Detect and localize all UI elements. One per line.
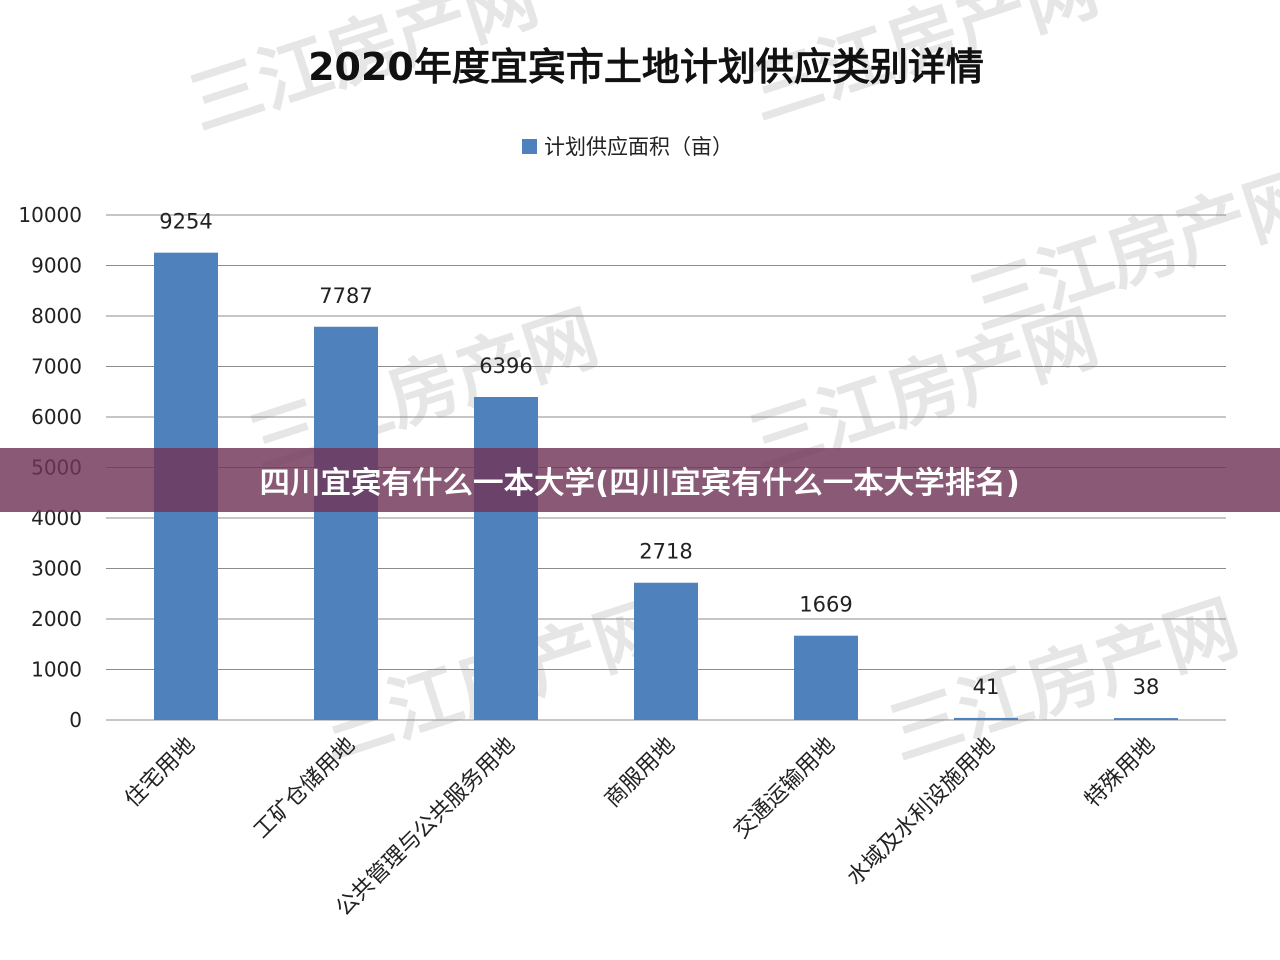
bar xyxy=(634,582,698,720)
bar xyxy=(314,326,378,720)
data-label: 9254 xyxy=(159,210,212,234)
y-tick-label: 7000 xyxy=(31,355,82,379)
data-label: 7787 xyxy=(319,284,372,308)
y-tick-label: 1000 xyxy=(31,658,82,682)
data-labels: 9254 7787 6396 2718 1669 41 38 xyxy=(159,210,1159,699)
watermark-text: 三江房产网 xyxy=(879,585,1247,776)
y-tick-label: 6000 xyxy=(31,405,82,429)
bar xyxy=(474,397,538,720)
chart-title: 2020年度宜宾市土地计划供应类别详情 xyxy=(308,45,984,89)
bar xyxy=(954,717,1018,720)
y-tick-label: 0 xyxy=(69,708,82,732)
x-tick-label: 工矿仓储用地 xyxy=(249,733,360,844)
legend: 计划供应面积（亩） xyxy=(522,135,733,159)
watermark-text: 三江房产网 xyxy=(959,155,1280,346)
legend-swatch xyxy=(522,139,537,154)
x-tick-label: 住宅用地 xyxy=(120,733,200,813)
legend-label: 计划供应面积（亩） xyxy=(544,135,733,159)
data-label: 38 xyxy=(1133,675,1160,699)
bar xyxy=(794,635,858,720)
data-label: 1669 xyxy=(799,593,852,617)
bar xyxy=(1114,718,1178,720)
caption-text: 四川宜宾有什么一本大学(四川宜宾有什么一本大学排名) xyxy=(259,466,1021,501)
y-tick-label: 2000 xyxy=(31,607,82,631)
bars xyxy=(154,252,1178,720)
data-label: 2718 xyxy=(639,540,692,564)
caption-banner: 四川宜宾有什么一本大学(四川宜宾有什么一本大学排名) xyxy=(0,448,1280,512)
y-tick-label: 10000 xyxy=(18,203,82,227)
x-tick-label: 交通运输用地 xyxy=(729,733,840,844)
y-tick-label: 3000 xyxy=(31,557,82,581)
data-label: 6396 xyxy=(479,354,532,378)
data-label: 41 xyxy=(973,675,1000,699)
x-tick-label: 特殊用地 xyxy=(1080,733,1160,813)
y-tick-label: 9000 xyxy=(31,254,82,278)
x-tick-label: 商服用地 xyxy=(600,733,680,813)
y-tick-label: 8000 xyxy=(31,304,82,328)
